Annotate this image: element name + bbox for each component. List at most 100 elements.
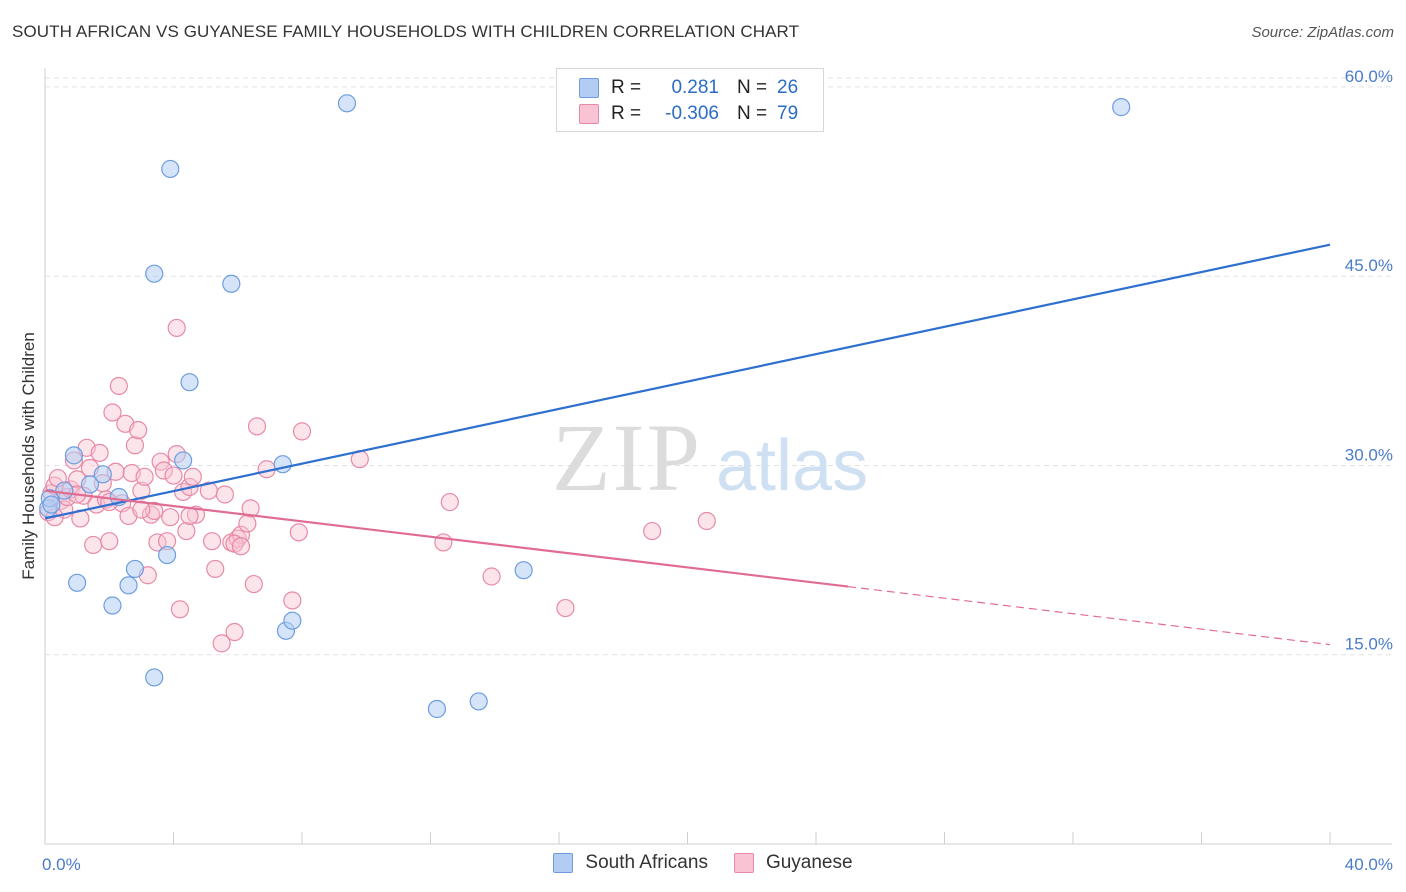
guyanese-point[interactable] (129, 421, 148, 440)
south-african-point[interactable] (119, 576, 138, 595)
guyanese-point[interactable] (292, 422, 312, 441)
watermark-zip: ZIP (552, 404, 702, 511)
guyanese-point[interactable] (643, 521, 662, 541)
y-tick-label: 15.0% (1345, 635, 1393, 654)
watermark: ZIP atlas (552, 404, 868, 511)
guyanese-point[interactable] (167, 318, 186, 338)
south-african-point[interactable] (180, 373, 199, 392)
guyanese-point[interactable] (103, 403, 122, 422)
guyanese-point[interactable] (109, 376, 128, 396)
guyanese-point[interactable] (177, 521, 196, 541)
grid-lines (45, 77, 1392, 656)
guyanese-point[interactable] (225, 622, 244, 642)
source-label: Source: ZipAtlas.com (1251, 24, 1394, 41)
legend-n-label: N = (737, 103, 768, 124)
south-african-point[interactable] (222, 274, 241, 293)
guyanese-point[interactable] (238, 514, 257, 533)
legend-n-value: 26 (777, 77, 799, 98)
south-african-point[interactable] (145, 264, 164, 283)
legend-swatch-south-africans (579, 78, 599, 98)
guyanese-point[interactable] (186, 505, 206, 524)
south-african-point[interactable] (68, 573, 87, 592)
stats-legend: R = 0.281 N = 26 R = -0.306 N = 79 (556, 68, 824, 132)
series-legend: South Africans Guyanese (0, 852, 1406, 874)
guyanese-point[interactable] (697, 511, 716, 531)
guyanese-point[interactable] (241, 499, 260, 518)
guyanese-point[interactable] (183, 467, 202, 486)
guyanese-point[interactable] (90, 443, 109, 462)
south-african-point[interactable] (1112, 98, 1131, 117)
legend-r-value: -0.306 (665, 103, 719, 124)
south-african-point[interactable] (337, 94, 357, 113)
guyanese-point[interactable] (132, 481, 151, 500)
guyanese-trend-extension (848, 585, 1331, 646)
legend-label-south-africans: South Africans (585, 852, 708, 873)
south-african-point[interactable] (514, 561, 533, 580)
guyanese-point[interactable] (283, 591, 302, 610)
legend-r-label: R = (611, 77, 642, 98)
x-tick-marks (44, 832, 1331, 844)
legend-label-guyanese: Guyanese (765, 852, 853, 873)
legend-swatch-south-africans (553, 853, 574, 873)
guyanese-point[interactable] (164, 466, 183, 485)
guyanese-point[interactable] (145, 501, 164, 520)
guyanese-trend-line (44, 489, 849, 588)
guyanese-point[interactable] (154, 461, 173, 480)
legend-swatch-guyanese (579, 104, 599, 124)
guyanese-point[interactable] (482, 567, 501, 586)
guyanese-point[interactable] (100, 532, 119, 551)
legend-swatch-guyanese (733, 853, 754, 873)
south-african-point[interactable] (103, 596, 122, 615)
south-african-point[interactable] (42, 495, 61, 514)
legend-item-guyanese[interactable]: Guyanese (733, 852, 853, 874)
guyanese-point[interactable] (231, 537, 251, 556)
guyanese-point[interactable] (247, 417, 267, 436)
legend-n-value: 79 (777, 103, 799, 124)
watermark-atlas: atlas (716, 426, 868, 506)
guyanese-point[interactable] (440, 492, 459, 512)
south-african-point[interactable] (55, 481, 74, 500)
legend-row-south-africans: R = 0.281 N = 26 (579, 77, 798, 99)
south-africans-trend-line (44, 243, 1331, 520)
guyanese-point[interactable] (170, 600, 190, 619)
south-african-point[interactable] (157, 545, 177, 565)
guyanese-point[interactable] (206, 559, 225, 579)
south-african-point[interactable] (145, 668, 164, 687)
south-african-point[interactable] (427, 699, 447, 719)
legend-item-south-africans[interactable]: South Africans (553, 852, 708, 874)
south-african-point[interactable] (64, 446, 84, 465)
guyanese-point[interactable] (202, 532, 222, 551)
guyanese-point[interactable] (148, 533, 167, 552)
legend-r-value: 0.281 (671, 77, 719, 98)
legend-row-guyanese: R = -0.306 N = 79 (579, 103, 798, 125)
x-tick-label: 40.0% (1345, 855, 1393, 874)
guyanese-point[interactable] (244, 574, 263, 594)
south-african-point[interactable] (174, 451, 193, 470)
axes (44, 68, 1392, 845)
south-african-point[interactable] (80, 475, 100, 494)
south-african-point[interactable] (469, 692, 488, 711)
guyanese-point[interactable] (212, 634, 231, 653)
guyanese-point[interactable] (180, 506, 199, 526)
south-african-point[interactable] (93, 465, 112, 484)
trend-lines (44, 243, 1331, 646)
legend-n-label: N = (737, 77, 768, 98)
south-african-point[interactable] (283, 611, 302, 630)
y-tick-label: 30.0% (1345, 445, 1393, 464)
y-tick-labels: 15.0% 30.0% 45.0% 60.0% (1345, 67, 1393, 654)
legend-r-label: R = (611, 103, 642, 124)
guyanese-point[interactable] (556, 598, 575, 618)
guyanese-point[interactable] (161, 508, 180, 527)
y-axis-label: Family Households with Children (19, 332, 38, 580)
south-african-point[interactable] (161, 159, 180, 179)
guyanese-point[interactable] (215, 485, 234, 504)
y-tick-label: 60.0% (1345, 67, 1393, 86)
guyanese-point[interactable] (289, 523, 308, 542)
y-tick-label: 45.0% (1345, 256, 1393, 275)
south-african-points (39, 94, 1131, 719)
guyanese-point[interactable] (84, 535, 103, 555)
south-african-point[interactable] (125, 559, 145, 579)
guyanese-point[interactable] (125, 436, 145, 455)
guyanese-point[interactable] (135, 467, 154, 486)
